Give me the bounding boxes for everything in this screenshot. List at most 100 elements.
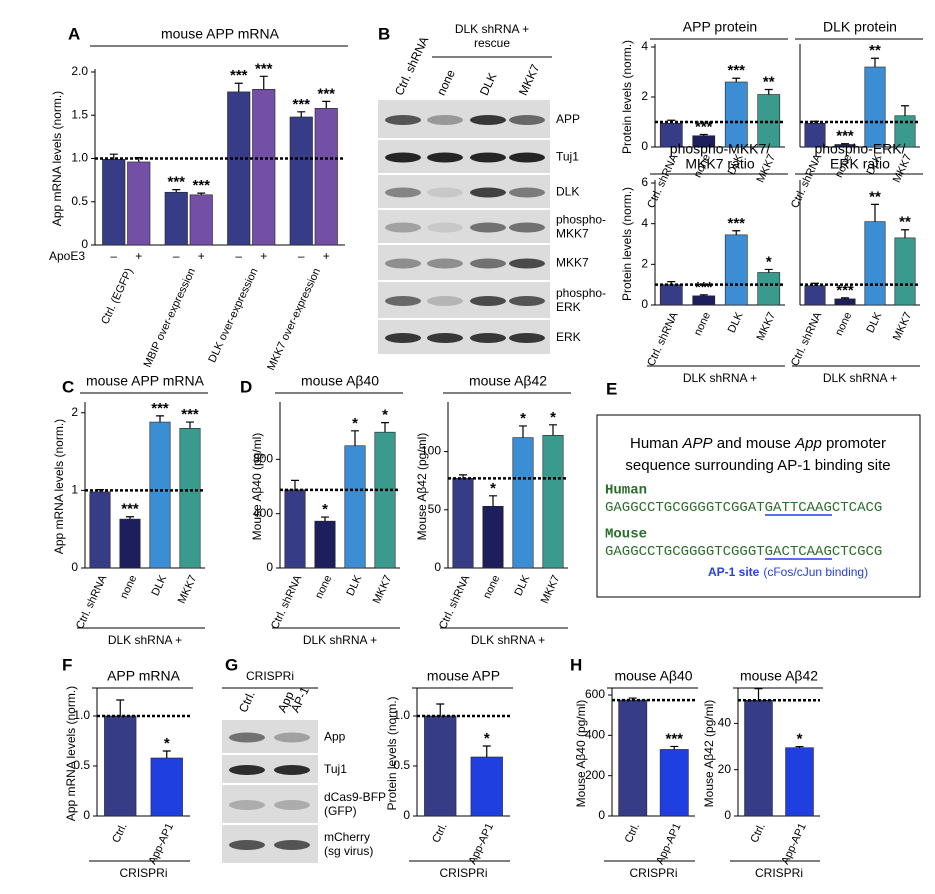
row-label: Tuj1 xyxy=(324,762,347,776)
error-bar xyxy=(764,268,773,273)
blot-band xyxy=(385,258,421,269)
significance-label: *** xyxy=(255,60,273,77)
error-bar xyxy=(162,750,171,758)
chart-title: mouse Aβ42 xyxy=(740,668,818,684)
x-tick-label: MKK7 xyxy=(371,573,395,605)
bar xyxy=(724,234,748,306)
site-name: AP-1 site xyxy=(708,565,760,579)
significance-label: * xyxy=(550,409,556,426)
x-tick-label: Ctrl. xyxy=(430,821,449,844)
y-tick-label: 50 xyxy=(428,502,442,516)
error-bar xyxy=(436,703,445,716)
group-label: CRISPRi xyxy=(119,866,167,880)
y-tick-label: 400 xyxy=(253,506,273,520)
title-part: promoter xyxy=(822,435,886,452)
bar xyxy=(864,66,886,148)
row-label: dCas9-BFP xyxy=(324,790,386,804)
blot-band xyxy=(470,115,506,125)
blot-strip xyxy=(222,785,318,823)
sequence-part: GAGGCCTGCGGGGTCGGAT xyxy=(605,500,765,516)
bar xyxy=(757,272,781,306)
significance-label: *** xyxy=(727,215,745,232)
error-bar xyxy=(291,479,299,490)
bar xyxy=(314,108,338,246)
y-tick-label: 200 xyxy=(585,768,605,782)
error-bar xyxy=(732,230,741,235)
x-tick-label: MKK7 xyxy=(891,310,915,342)
blot-band xyxy=(470,333,506,343)
lane-label: AP-1 xyxy=(288,684,312,714)
y-axis-label: Mouse Aβ42 (pg/ml) xyxy=(415,433,429,541)
bar xyxy=(89,491,111,569)
bar xyxy=(374,431,396,569)
blot-band xyxy=(229,732,265,743)
bar xyxy=(894,237,916,306)
error-bar xyxy=(699,294,708,296)
error-bar xyxy=(795,745,804,748)
group-label: CRISPRi xyxy=(629,866,677,880)
bar xyxy=(179,427,201,569)
group-label: CRISPRi xyxy=(439,866,487,880)
significance-label: * xyxy=(322,501,328,518)
blot-band xyxy=(385,152,421,163)
y-tick-label: 800 xyxy=(253,452,273,466)
group-label: DLK shRNA + xyxy=(108,633,182,647)
significance-label: ** xyxy=(899,214,911,231)
y-tick-label: 0 xyxy=(83,808,90,822)
significance-label: *** xyxy=(121,501,139,518)
x-tick-label: Ctrl. shRNA xyxy=(789,152,825,210)
row-label: ERK xyxy=(556,330,581,344)
panel-letter: C xyxy=(62,377,74,396)
blot-band xyxy=(427,258,463,269)
sequence-title: Human APP and mouse App promoter xyxy=(630,435,886,452)
series-name: – xyxy=(235,249,242,263)
x-tick-label: none xyxy=(481,573,502,600)
y-tick-label: 1 xyxy=(71,483,78,497)
y-tick-label: 600 xyxy=(585,687,605,701)
y-axis-label: Mouse Aβ42 (pg/ml) xyxy=(702,700,716,808)
blot-band xyxy=(427,296,463,306)
significance-label: *** xyxy=(727,62,745,79)
bar xyxy=(785,747,814,817)
error-bar xyxy=(322,100,331,109)
bar xyxy=(119,518,141,569)
blot-band xyxy=(427,152,463,163)
blot-header: rescue xyxy=(474,36,510,50)
blot-band xyxy=(427,333,463,343)
bar xyxy=(149,421,171,569)
y-tick-label: 0 xyxy=(434,560,441,574)
group-label: CRISPRi xyxy=(755,866,803,880)
significance-label: *** xyxy=(192,177,210,194)
lane-label: Ctrl. xyxy=(236,689,258,715)
bar xyxy=(127,161,151,246)
chart-title: phospho-ERK/ xyxy=(814,141,905,157)
blot-band xyxy=(470,187,506,198)
x-tick-label: Ctrl. shRNA xyxy=(74,573,110,631)
bar xyxy=(618,699,648,817)
bar xyxy=(452,478,474,569)
series-name: – xyxy=(173,249,180,263)
significance-label: *** xyxy=(836,128,854,145)
row-label: MKK7 xyxy=(556,256,589,270)
error-bar xyxy=(321,516,329,522)
panel-letter: A xyxy=(68,24,80,43)
panel-letter: B xyxy=(378,24,390,43)
y-tick-label: 0 xyxy=(81,237,88,251)
bar xyxy=(834,298,856,306)
significance-label: *** xyxy=(181,406,199,423)
blot-band xyxy=(229,800,265,810)
y-axis-label: Protein levels (norm.) xyxy=(620,40,634,154)
significance-label: ** xyxy=(869,42,881,59)
series-name: + xyxy=(135,249,142,263)
chart-title: mouse APP xyxy=(427,668,500,684)
chart-title: mouse APP mRNA xyxy=(161,26,280,42)
x-tick-label: none xyxy=(833,310,854,337)
bar xyxy=(864,221,886,306)
group-label: DLK shRNA + xyxy=(823,371,897,385)
error-bar xyxy=(901,105,909,116)
x-tick-label: none xyxy=(118,573,139,600)
group-label: DLK shRNA + xyxy=(683,371,757,385)
blot-band xyxy=(509,115,545,125)
y-tick-label: 0 xyxy=(71,560,78,574)
error-bar xyxy=(156,415,164,423)
